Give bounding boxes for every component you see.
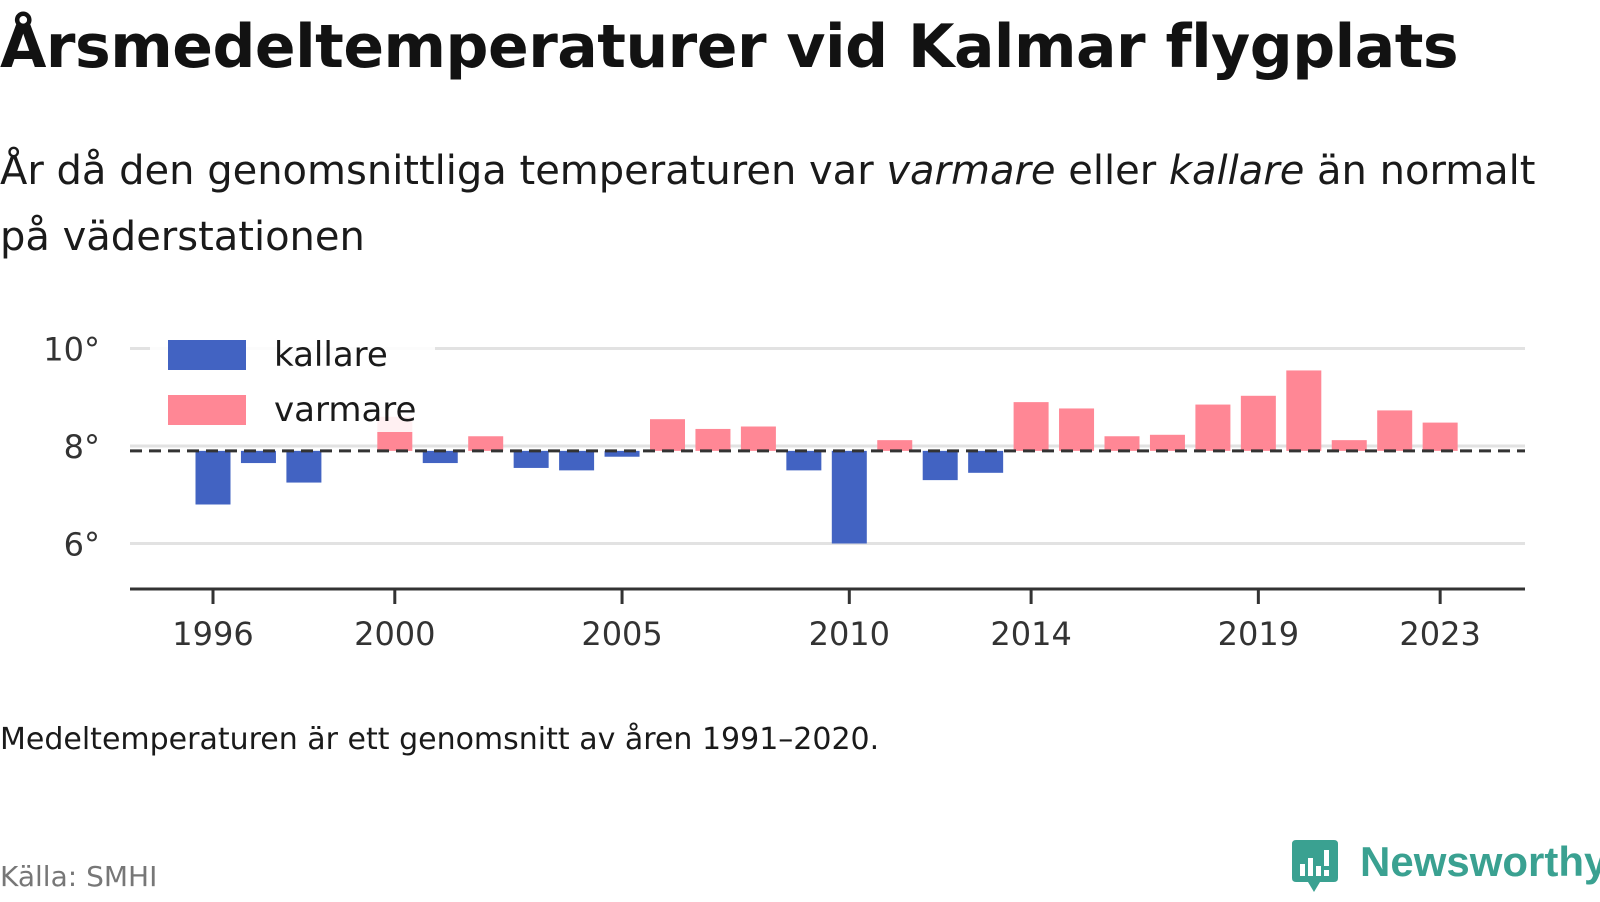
bar-2006 [650,419,685,451]
chart-title: Årsmedeltemperaturer vid Kalmar flygplat… [0,12,1459,82]
bar-2016 [1104,436,1140,451]
bar-2002 [468,436,504,451]
bar-2014 [1013,402,1049,451]
bar-2004 [559,450,595,471]
chart-subtitle: År då den genomsnittliga temperaturen va… [0,138,1540,270]
bar-2017 [1149,434,1185,451]
legend-label-warm: varmare [274,390,416,430]
bar-2022 [1377,410,1413,451]
source-label: Källa: SMHI [0,860,158,893]
x-tick-label: 2000 [354,615,435,653]
subtitle-cold: kallare [1168,148,1305,194]
bar-1998 [286,450,322,483]
subtitle-prefix: År då den genomsnittliga temperaturen va… [0,148,887,194]
bar-2007 [695,428,731,451]
newsworthy-logo: Newsworthy [1290,838,1600,898]
bar-2023 [1422,422,1458,451]
subtitle-mid: eller [1055,148,1169,194]
legend-swatch-cold [168,340,246,370]
y-tick-label: 8° [64,428,100,466]
bar-1996 [195,450,231,505]
x-tick-label: 1996 [172,615,253,653]
footnote: Medeltemperaturen är ett genomsnitt av å… [0,722,880,757]
bar-2001 [422,450,458,464]
brand-name: Newsworthy [1360,838,1600,885]
bar-2011 [877,440,913,451]
bar-2021 [1331,440,1367,451]
x-tick-label: 2010 [809,615,890,653]
x-tick-label: 2023 [1399,615,1480,653]
x-tick-label: 2005 [581,615,662,653]
bar-2009 [786,450,822,471]
newsworthy-logo-icon [1292,840,1338,892]
bar-2008 [740,426,776,451]
bar-2005 [604,450,640,457]
bar-2003 [513,450,549,468]
x-tick-label: 2014 [990,615,1071,653]
legend-label-cold: kallare [274,335,388,375]
bar-2013 [968,450,1004,473]
bar-chart: 6° 8° 10° kallare varmare 1996 2000 2005 2010 201… [43,330,1525,653]
bar-2012 [922,450,958,481]
y-tick-label: 6° [64,526,100,564]
subtitle-suffix: än normalt på väderstationen [0,148,1536,260]
bar-2010 [831,450,867,544]
bar-1997 [240,450,276,464]
legend-swatch-warm [168,395,246,425]
x-tick-label: 2019 [1218,615,1299,653]
y-tick-label: 10° [43,331,100,369]
bar-2020 [1286,370,1322,451]
bar-2019 [1240,395,1276,451]
bar-2018 [1195,404,1231,451]
bar-2015 [1059,408,1095,451]
subtitle-warm: varmare [886,148,1056,194]
